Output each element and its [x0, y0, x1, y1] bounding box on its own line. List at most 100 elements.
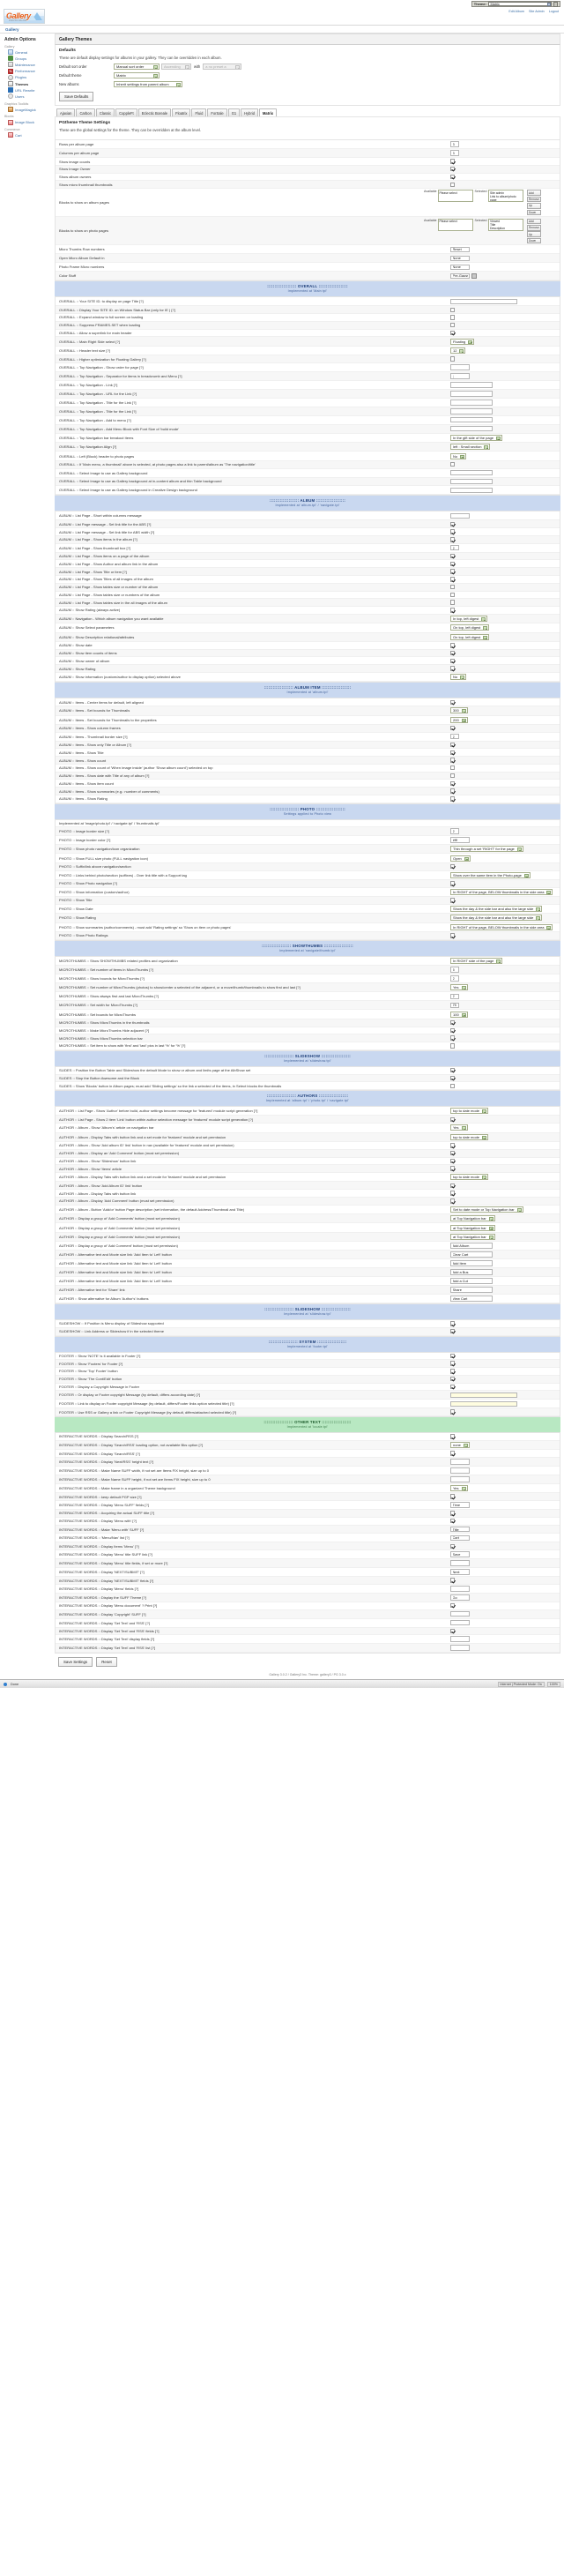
setting-checkbox[interactable]	[450, 1384, 456, 1390]
setting-checkbox[interactable]	[450, 1353, 456, 1359]
setting-checkbox[interactable]	[450, 750, 456, 755]
setting-select[interactable]: Yes	[450, 1124, 468, 1131]
setting-checkbox[interactable]	[450, 773, 456, 779]
setting-select[interactable]: at Top Navigation bar	[450, 1224, 495, 1231]
setting-select[interactable]: none	[450, 1442, 470, 1449]
setting-text-input[interactable]	[450, 828, 459, 834]
setting-text-input[interactable]	[450, 1278, 493, 1284]
setting-text-input[interactable]	[450, 1619, 470, 1626]
setting-checkbox[interactable]	[450, 1434, 456, 1439]
setting-text-input[interactable]	[450, 425, 493, 432]
setting-checkbox[interactable]	[450, 933, 456, 938]
setting-select[interactable]: Yes	[450, 984, 468, 991]
setting-text-input[interactable]	[450, 993, 459, 1000]
setting-checkbox[interactable]	[450, 658, 456, 664]
setting-text-input[interactable]	[450, 1392, 517, 1399]
setting-text-input[interactable]	[450, 1502, 470, 1508]
setting-checkbox[interactable]	[450, 553, 456, 559]
tab-eclectic-boreale[interactable]: Eclectic Boreale	[137, 108, 172, 117]
reset-button[interactable]: Reset	[96, 1657, 117, 1668]
gallery-logo[interactable]: Gallery PHOTO BLOG	[4, 9, 45, 24]
zoom-level[interactable]: 100%	[546, 1681, 560, 1687]
setting-checkbox[interactable]	[450, 1518, 456, 1524]
tab-coppleft[interactable]: CoppleFt	[115, 108, 137, 117]
setting-select[interactable]: In RIGHT of the page, BELOW thumbnails i…	[450, 888, 553, 895]
setting-checkbox[interactable]	[450, 323, 456, 328]
setting-text-input[interactable]	[450, 141, 459, 147]
setting-select[interactable]: Show the day & the side bar and also the…	[450, 906, 543, 913]
setting-checkbox[interactable]	[450, 699, 456, 705]
setting-checkbox[interactable]	[450, 1083, 456, 1088]
setting-select[interactable]: top to date mode	[450, 1108, 489, 1115]
available-listbox[interactable]: Please select	[437, 218, 473, 231]
setting-text-input[interactable]	[450, 264, 470, 271]
dual-list-up-button[interactable]: Up	[526, 203, 542, 209]
setting-checkbox[interactable]	[450, 1578, 456, 1583]
setting-text-input[interactable]	[450, 364, 470, 370]
setting-text-input[interactable]	[450, 967, 459, 973]
setting-checkbox[interactable]	[450, 1321, 456, 1326]
setting-checkbox[interactable]	[450, 643, 456, 648]
setting-checkbox[interactable]	[450, 1166, 456, 1171]
setting-text-input[interactable]	[450, 1610, 470, 1617]
setting-text-input[interactable]	[450, 373, 470, 379]
setting-checkbox[interactable]	[450, 788, 456, 794]
tab-matrix[interactable]: Matrix	[259, 108, 278, 117]
setting-checkbox[interactable]	[450, 561, 456, 567]
tab-classic[interactable]: Classic	[95, 108, 115, 117]
setting-text-input[interactable]	[450, 837, 470, 843]
setting-text-input[interactable]	[450, 298, 517, 305]
setting-checkbox[interactable]	[450, 898, 456, 903]
setting-text-input[interactable]	[450, 1560, 470, 1566]
theme-picker[interactable]: Theme: Matrix	[471, 1, 560, 7]
setting-checkbox[interactable]	[450, 726, 456, 731]
setting-checkbox[interactable]	[450, 758, 456, 763]
setting-text-input[interactable]	[450, 975, 459, 982]
setting-checkbox[interactable]	[450, 1409, 456, 1415]
sort-preset-select[interactable]: a no preset a	[203, 63, 242, 70]
setting-checkbox[interactable]	[450, 1369, 456, 1374]
sidebar-item-maintenance[interactable]: Maintenance	[4, 62, 51, 68]
setting-checkbox[interactable]	[450, 1075, 456, 1081]
sidebar-item-themes[interactable]: Themes	[4, 80, 51, 87]
setting-text-input[interactable]	[450, 255, 470, 262]
dual-list-add-button[interactable]: Add	[526, 190, 542, 196]
setting-text-input[interactable]	[450, 1569, 470, 1575]
setting-text-input[interactable]	[450, 1243, 493, 1249]
setting-text-input[interactable]	[450, 1645, 470, 1652]
setting-select[interactable]: at Top Navigation bar	[450, 1234, 495, 1241]
setting-text-input[interactable]	[450, 150, 459, 156]
setting-checkbox[interactable]	[450, 881, 456, 886]
setting-color-input[interactable]	[450, 273, 470, 280]
setting-text-input[interactable]	[450, 1251, 493, 1258]
top-nav-site-admin[interactable]: Site Admin	[529, 9, 545, 13]
tab-floatrix[interactable]: Floatrix	[172, 108, 191, 117]
setting-select[interactable]: Floating	[450, 338, 475, 345]
setting-text-input[interactable]	[450, 1002, 459, 1009]
tab-fluid[interactable]: Fluid	[191, 108, 207, 117]
setting-text-input[interactable]	[450, 416, 493, 423]
setting-checkbox[interactable]	[450, 1116, 456, 1123]
setting-text-input[interactable]	[450, 544, 459, 551]
setting-checkbox[interactable]	[450, 1511, 456, 1516]
tab-g1[interactable]: G1	[227, 108, 241, 117]
setting-text-input[interactable]	[450, 1295, 493, 1302]
setting-checkbox[interactable]	[450, 1191, 456, 1196]
setting-text-input[interactable]	[450, 1269, 493, 1275]
setting-text-input[interactable]	[450, 512, 470, 519]
setting-text-input[interactable]	[450, 407, 493, 414]
setting-select[interactable]: top to date mode	[450, 1133, 489, 1140]
theme-picker-select[interactable]: Matrix	[488, 1, 552, 7]
setting-select[interactable]: No	[450, 674, 467, 681]
selected-listbox[interactable]: Viewed Title Description Owner	[488, 218, 523, 231]
top-nav-logout[interactable]: Logout	[548, 9, 559, 13]
setting-checkbox[interactable]	[450, 1328, 456, 1334]
setting-text-input[interactable]	[450, 1526, 470, 1533]
setting-checkbox[interactable]	[450, 600, 456, 605]
setting-checkbox[interactable]	[450, 666, 456, 671]
setting-checkbox[interactable]	[450, 330, 456, 336]
setting-checkbox[interactable]	[450, 569, 456, 574]
setting-checkbox[interactable]	[450, 1035, 456, 1041]
setting-checkbox[interactable]	[450, 1361, 456, 1366]
setting-checkbox[interactable]	[450, 1494, 456, 1499]
